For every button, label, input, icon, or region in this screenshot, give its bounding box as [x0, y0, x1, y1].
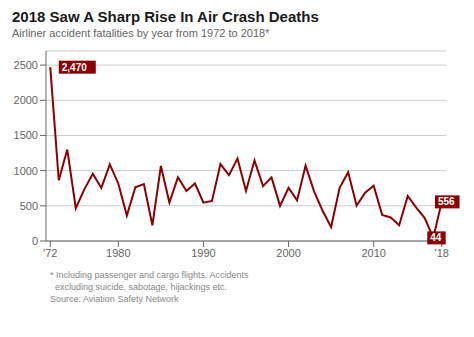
svg-text:2000: 2000 [14, 94, 38, 106]
svg-text:1000: 1000 [14, 165, 38, 177]
html-text:Source: Aviation Safety Networ: Source: Aviation Safety Network [50, 294, 179, 304]
svg-text:2,470: 2,470 [62, 62, 87, 73]
html-text:2018 Saw A Sharp Rise In Air C: 2018 Saw A Sharp Rise In Air Crash Death… [12, 8, 319, 25]
svg-text:1990: 1990 [191, 247, 215, 259]
html-text:excluding suicide, sabotage, h: excluding suicide, sabotage, hijackings … [50, 282, 228, 292]
svg-text:556: 556 [438, 196, 455, 207]
svg-text:'72: '72 [43, 247, 57, 259]
html-text:Airliner accident fatalities b: Airliner accident fatalities by year fro… [12, 27, 270, 39]
svg-text:2500: 2500 [14, 59, 38, 71]
html-text:* Including passenger and carg: * Including passenger and cargo flights.… [50, 270, 249, 280]
svg-text:1980: 1980 [106, 247, 130, 259]
svg-text:44: 44 [430, 232, 442, 243]
svg-text:0: 0 [32, 235, 38, 247]
svg-text:'18: '18 [435, 247, 449, 259]
svg-text:2000: 2000 [276, 247, 300, 259]
svg-text:500: 500 [20, 200, 38, 212]
svg-text:2010: 2010 [361, 247, 385, 259]
svg-text:1500: 1500 [14, 129, 38, 141]
